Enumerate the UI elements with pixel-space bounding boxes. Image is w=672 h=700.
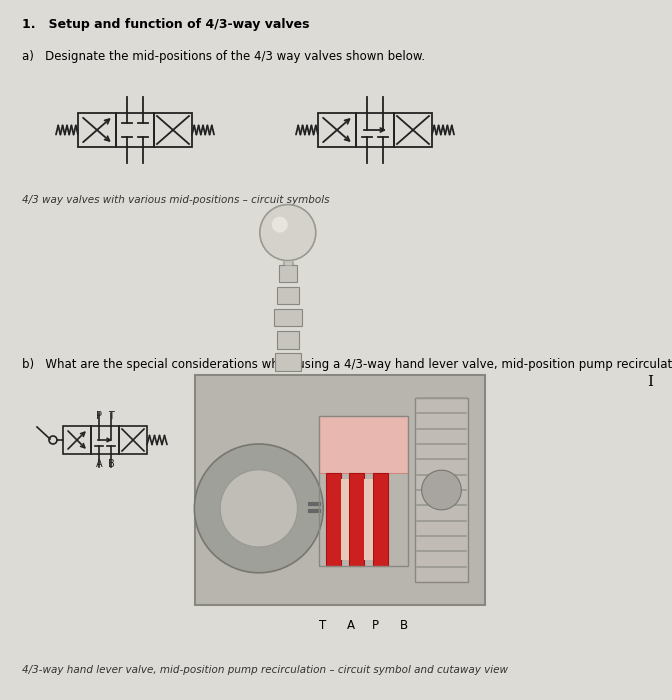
Bar — [91, 426, 119, 454]
Bar — [318, 113, 356, 147]
Circle shape — [271, 216, 288, 232]
Bar — [119, 426, 147, 454]
Text: T: T — [108, 411, 114, 421]
Bar — [394, 113, 432, 147]
Circle shape — [194, 444, 323, 573]
Text: B: B — [400, 619, 408, 632]
Bar — [326, 473, 341, 566]
Text: P: P — [96, 411, 102, 421]
Bar — [277, 331, 299, 349]
Bar — [116, 113, 154, 147]
Bar — [279, 265, 297, 282]
Text: B: B — [108, 459, 114, 469]
Text: A: A — [347, 619, 355, 632]
Bar — [277, 287, 299, 304]
Text: P: P — [372, 619, 379, 632]
Bar — [319, 416, 408, 566]
Bar — [415, 398, 468, 582]
Text: A: A — [95, 459, 102, 469]
Bar — [78, 113, 116, 147]
Circle shape — [220, 470, 298, 547]
Text: 4/3 way valves with various mid-positions – circuit symbols: 4/3 way valves with various mid-position… — [22, 195, 329, 205]
Text: T: T — [319, 619, 326, 632]
Bar — [364, 480, 372, 560]
Text: 4/3-way hand lever valve, mid-position pump recirculation – circuit symbol and c: 4/3-way hand lever valve, mid-position p… — [22, 665, 508, 675]
Text: 1.   Setup and function of 4/3-way valves: 1. Setup and function of 4/3-way valves — [22, 18, 310, 31]
Text: I: I — [647, 375, 653, 389]
Bar — [372, 473, 388, 566]
Bar — [349, 473, 364, 566]
Bar — [274, 309, 302, 326]
Bar — [341, 480, 349, 560]
Bar — [63, 426, 91, 454]
Text: b)   What are the special considerations when using a 4/3-way hand lever valve, : b) What are the special considerations w… — [22, 358, 672, 371]
Bar — [319, 416, 408, 473]
Circle shape — [421, 470, 462, 510]
Circle shape — [260, 204, 316, 260]
Bar — [275, 353, 301, 370]
Bar — [356, 113, 394, 147]
Bar — [195, 375, 485, 605]
Text: a)   Designate the mid-positions of the 4/3 way valves shown below.: a) Designate the mid-positions of the 4/… — [22, 50, 425, 63]
Bar — [154, 113, 192, 147]
